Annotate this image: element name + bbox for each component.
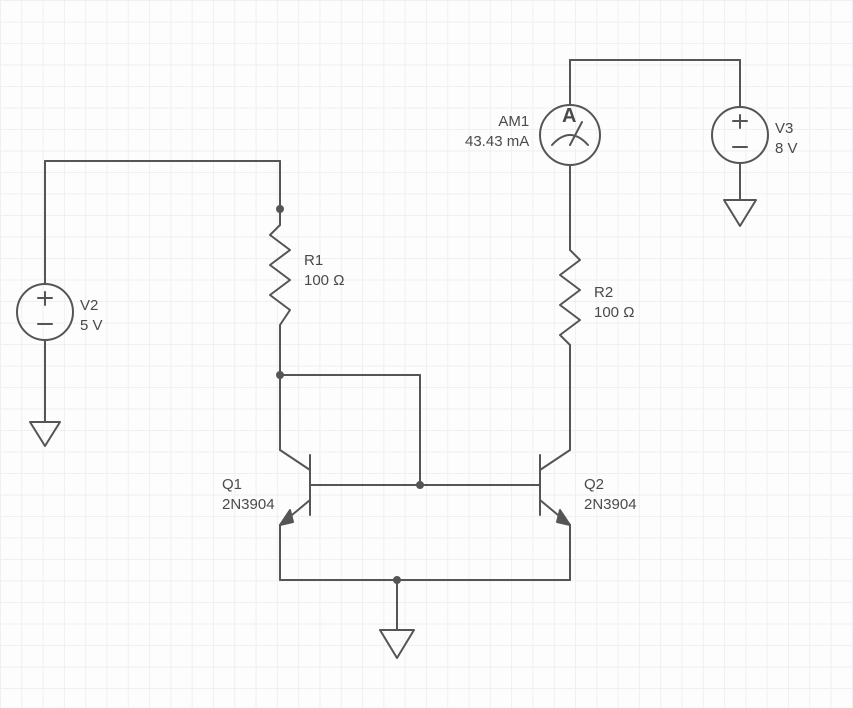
q1-label: Q1 2N3904 (222, 475, 275, 514)
q2-name: Q2 (584, 476, 604, 493)
r1-name: R1 (304, 252, 323, 269)
r1-value: 100 Ω (304, 272, 344, 289)
q1-model: 2N3904 (222, 496, 275, 513)
r2-name: R2 (594, 284, 613, 301)
v2-label: V2 5 V (80, 296, 103, 335)
schematic-svg (0, 0, 853, 708)
am1-reading: 43.43 mA (465, 133, 529, 150)
r1-label: R1 100 Ω (304, 251, 344, 290)
r2-value: 100 Ω (594, 304, 634, 321)
r2-label: R2 100 Ω (594, 283, 634, 322)
q2-model: 2N3904 (584, 496, 637, 513)
am1-label: AM1 43.43 mA (465, 112, 529, 151)
q2-label: Q2 2N3904 (584, 475, 637, 514)
v2-value: 5 V (80, 317, 103, 334)
v2-name: V2 (80, 297, 98, 314)
v3-name: V3 (775, 120, 793, 137)
v3-value: 8 V (775, 140, 798, 157)
am1-symbol: A (562, 103, 576, 129)
q1-name: Q1 (222, 476, 242, 493)
circuit-canvas: V2 5 V V3 8 V R1 100 Ω R2 100 Ω Q1 2N390… (0, 0, 853, 708)
am1-name: AM1 (498, 113, 529, 130)
v3-label: V3 8 V (775, 119, 798, 158)
